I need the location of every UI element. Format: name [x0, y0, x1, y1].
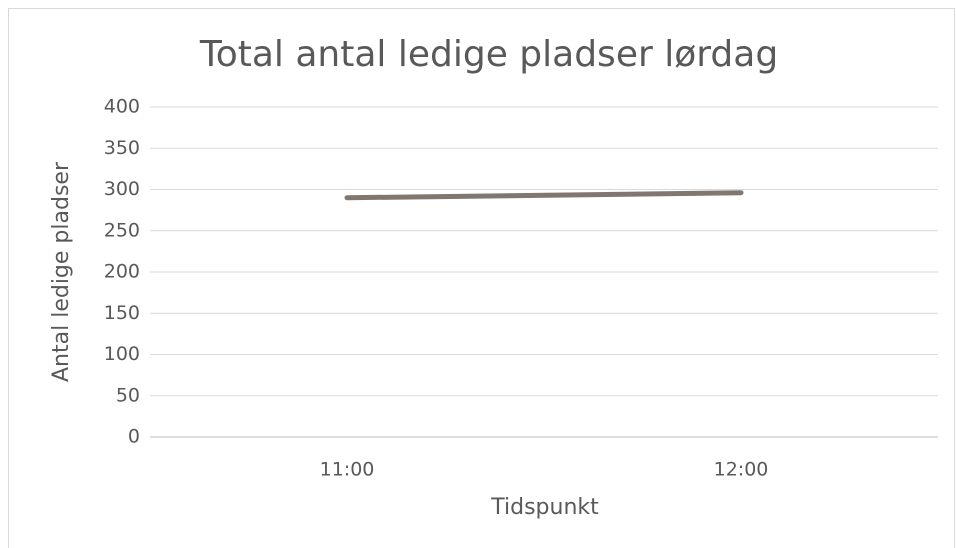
y-tick-label: 300 — [104, 178, 140, 200]
y-tick-label: 50 — [116, 384, 140, 406]
line-series — [344, 190, 744, 201]
y-tick-label: 0 — [128, 426, 140, 448]
y-tick-label: 350 — [104, 137, 140, 159]
y-tick-label: 150 — [104, 302, 140, 324]
y-tick-label: 200 — [104, 261, 140, 283]
y-tick-label: 250 — [104, 219, 140, 241]
y-tick-label: 400 — [104, 96, 140, 118]
x-tick-label: 11:00 — [320, 459, 375, 481]
x-tick-label: 12:00 — [714, 459, 769, 481]
y-axis-title: Antal ledige pladser — [49, 161, 74, 382]
y-tick-label: 100 — [104, 343, 140, 365]
chart-border — [8, 8, 955, 548]
chart-title: Total antal ledige pladser lørdag — [199, 34, 778, 75]
x-axis-title: Tidspunkt — [490, 495, 599, 520]
